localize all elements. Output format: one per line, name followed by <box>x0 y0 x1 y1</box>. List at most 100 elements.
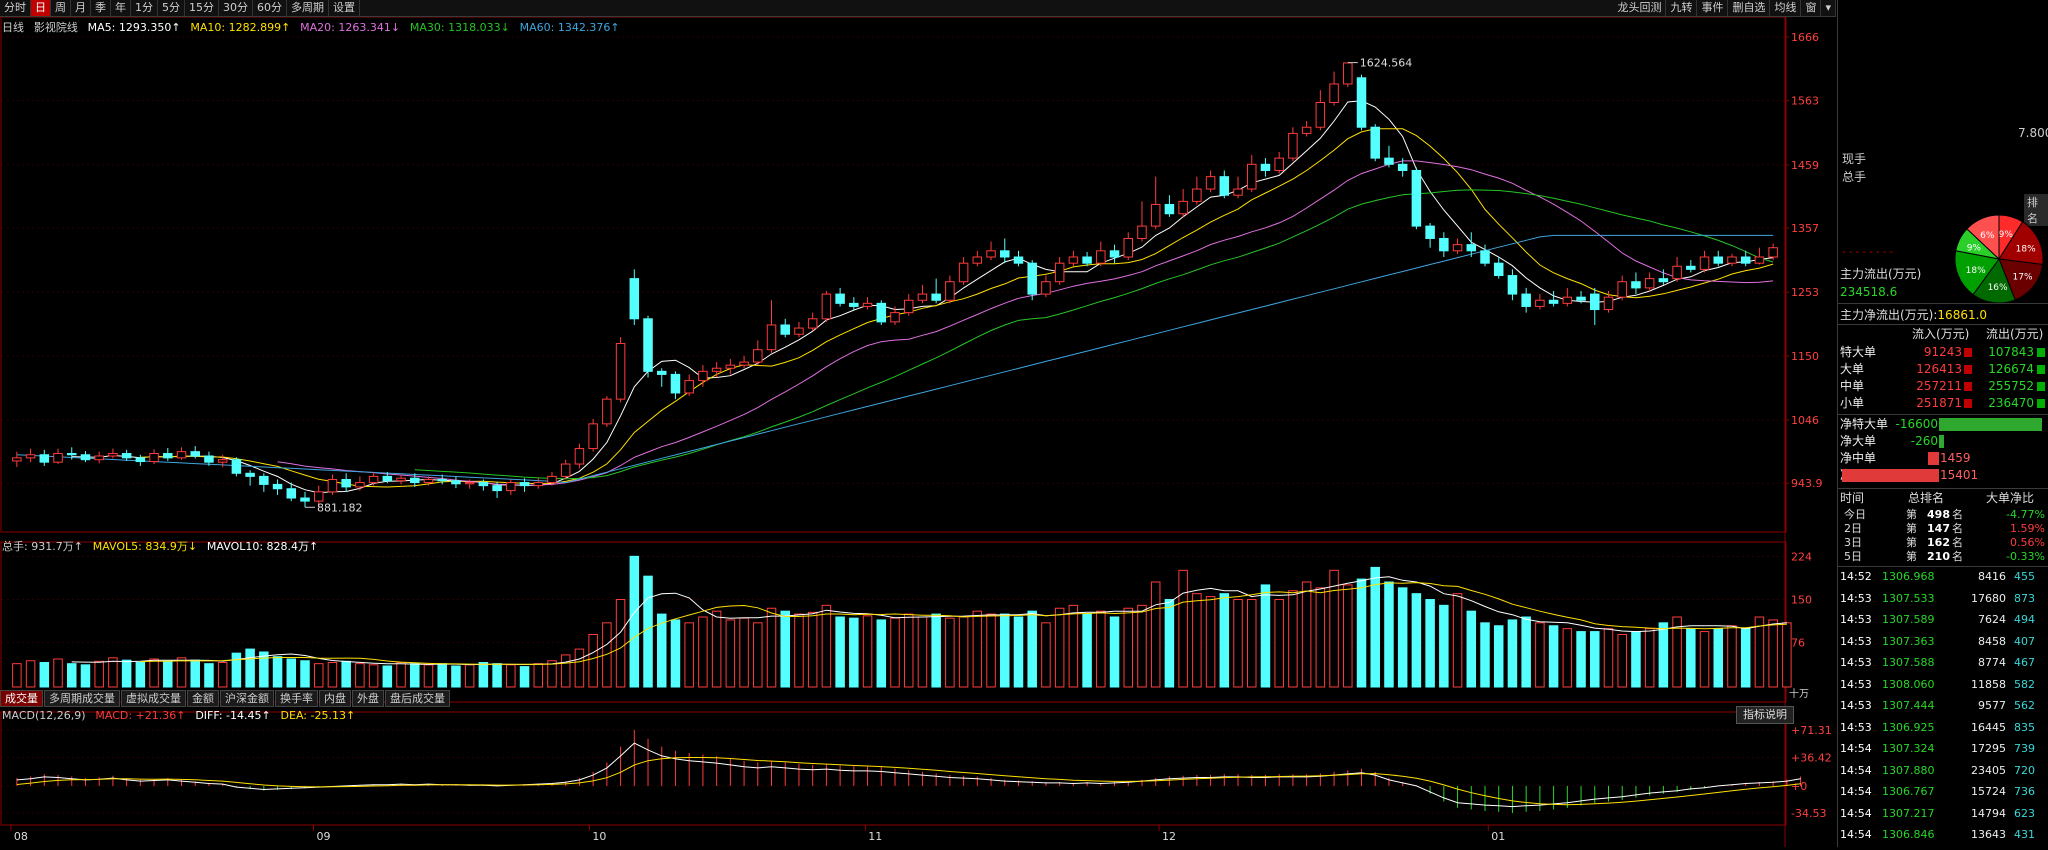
tick-time: 14:53 <box>1840 720 1872 734</box>
tick-row: 14:54 1306.846 13643 431 <box>1838 826 2048 843</box>
volume-bar <box>1658 622 1669 688</box>
volume-bar <box>1000 613 1010 688</box>
volume-bar <box>121 659 132 688</box>
toolbar-right-button[interactable]: 龙头回测 <box>1613 0 1667 16</box>
period-button[interactable]: 1分 <box>131 0 158 16</box>
candle-body <box>1576 296 1586 301</box>
candle-body <box>519 482 530 487</box>
volume-tab[interactable]: 沪深金额 <box>220 690 274 707</box>
period-button[interactable]: 60分 <box>253 0 287 16</box>
candle-body <box>1548 299 1559 304</box>
volume-bar <box>588 634 598 688</box>
kline-chart[interactable]: 1666 1563 1459 1357 1253 1150 1046 943.9 1624.56… <box>0 16 1836 847</box>
candle-body <box>1411 169 1422 227</box>
rank-value: 162 <box>1927 536 1950 549</box>
toolbar-right-button[interactable]: 删自选 <box>1728 0 1771 16</box>
candle-body <box>1329 83 1339 104</box>
toolbar-right-button[interactable]: 均线 <box>1770 0 1802 16</box>
candle-body <box>1452 244 1463 252</box>
candle-body <box>1178 200 1188 215</box>
period-button[interactable]: 日 <box>31 0 51 16</box>
ma10-line <box>140 128 1774 488</box>
period-button[interactable]: 多周期 <box>287 0 329 16</box>
tick-time: 14:53 <box>1840 699 1872 712</box>
tick-extra: 494 <box>2014 613 2035 626</box>
net-flow-table: 净特大单 -16600 净大单 -260 净中单 1459 净小单15401 <box>1838 416 2048 488</box>
volume-bar <box>890 617 900 688</box>
candle-body <box>1521 293 1531 307</box>
candle-body <box>1150 203 1161 227</box>
tick-time: 14:53 <box>1840 613 1872 626</box>
legend-dea: DEA: -25.13↑ <box>280 709 356 722</box>
candle-body <box>1754 256 1765 264</box>
period-button[interactable]: 周 <box>51 0 71 16</box>
candle-body <box>1233 188 1243 196</box>
period-button[interactable]: 30分 <box>219 0 253 16</box>
price-tick-label: 1253 <box>1791 286 1819 299</box>
volume-bar <box>656 613 667 688</box>
candle-body <box>917 293 928 301</box>
flow-in-value: 257211 <box>1916 379 1962 393</box>
volume-bar <box>1768 619 1778 688</box>
outflow-title: 主力流出(万元) <box>1840 267 1922 281</box>
tick-row: 14:53 1307.589 7624 494 <box>1838 611 2048 628</box>
candle-body <box>478 482 489 487</box>
volume-tab[interactable]: 外盘 <box>352 690 384 707</box>
rank-ratio: -4.77% <box>2006 508 2045 521</box>
tick-row: 14:53 1308.060 11858 582 <box>1838 676 2048 693</box>
volume-bar <box>1452 593 1463 688</box>
net-bar-negative <box>1939 435 1944 448</box>
chart-area[interactable]: 1666 1563 1459 1357 1253 1150 1046 943.9 1624.56… <box>0 16 1836 847</box>
volume-tab[interactable]: 换手率 <box>275 690 318 707</box>
date-tick-label: 08 <box>14 830 28 843</box>
ma20-line <box>277 160 1774 486</box>
tick-volume: 15724 <box>1971 785 2006 798</box>
volume-tab[interactable]: 多周期成交量 <box>44 690 120 707</box>
period-button[interactable]: 15分 <box>185 0 219 16</box>
tick-time: 14:53 <box>1840 656 1872 669</box>
tick-extra: 736 <box>2014 785 2035 798</box>
volume-tab[interactable]: 盘后成交量 <box>385 690 450 707</box>
tick-price: 1307.589 <box>1882 613 1935 626</box>
volume-bar <box>259 651 269 688</box>
tick-row: 14:53 1307.588 8774 467 <box>1838 654 2048 671</box>
indicator-help-button[interactable]: 指标说明 <box>1736 706 1794 724</box>
period-button[interactable]: 年 <box>111 0 131 16</box>
volume-bar <box>1233 599 1243 688</box>
volume-bar <box>1109 616 1120 688</box>
flow-in-value: 91243 <box>1923 345 1962 359</box>
candle-body <box>410 477 420 484</box>
candle-body <box>423 478 434 484</box>
low-price-label: 881.182 <box>317 501 363 514</box>
candle-body <box>1768 247 1778 258</box>
volume-bar <box>1384 581 1394 688</box>
toolbar-right-group: 龙头回测 九转 事件 删自选 均线窗 ▾ <box>1613 0 1836 16</box>
candle-body <box>547 475 557 484</box>
volume-tab[interactable]: 金额 <box>187 690 219 707</box>
candle-body <box>1192 188 1202 202</box>
tick-time: 14:53 <box>1840 677 1872 691</box>
volume-bar <box>958 616 969 688</box>
period-button[interactable]: 月 <box>71 0 91 16</box>
toolbar-right-button[interactable]: 窗 <box>1801 0 1822 16</box>
volume-tab[interactable]: 成交量 <box>0 690 43 707</box>
rank-row: 2日 第 147 名 1.59% <box>1838 520 2048 537</box>
toolbar-menu-icon[interactable]: ▾ <box>1821 0 1836 16</box>
volume-tab[interactable]: 虚拟成交量 <box>121 690 186 707</box>
period-button[interactable]: 5分 <box>158 0 185 16</box>
period-button[interactable]: 设置 <box>329 0 360 16</box>
toolbar-right-button[interactable]: 事件 <box>1697 0 1729 16</box>
volume-tab[interactable]: 内盘 <box>319 690 351 707</box>
candle-body <box>643 318 653 372</box>
volume-bar <box>1590 631 1600 688</box>
toolbar-right-button[interactable]: 九转 <box>1666 0 1698 16</box>
rank-header-total: 总排名 <box>1908 491 1945 505</box>
volume-bar <box>163 660 173 688</box>
rank-button[interactable]: 排名 <box>2024 194 2048 226</box>
volume-bar <box>1548 625 1559 688</box>
period-button[interactable]: 季 <box>91 0 111 16</box>
period-button[interactable]: 分时 <box>0 0 31 16</box>
tick-table[interactable]: 14:52 1306.968 8416 455 14:53 1307.533 17680 87… <box>1838 568 2048 847</box>
volume-bar <box>39 662 50 688</box>
rank-day: 2日 <box>1844 522 1862 535</box>
